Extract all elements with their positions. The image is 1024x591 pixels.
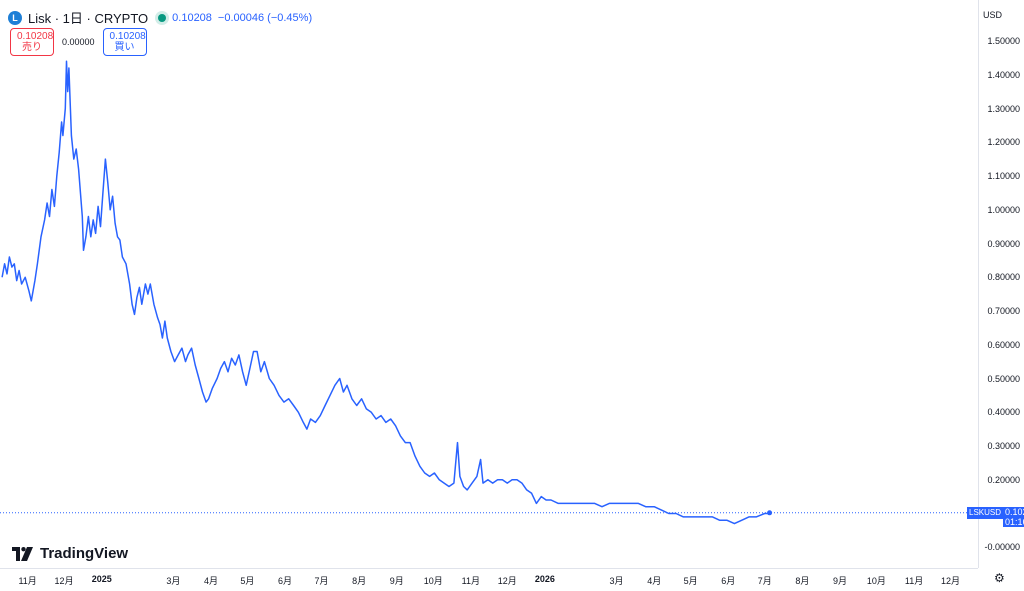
time-tick-label: 12月 [497, 576, 517, 586]
symbol-title[interactable]: Lisk · 1日 · CRYPTO [28, 11, 149, 26]
time-tick-label: 7月 [314, 576, 329, 586]
price-axis[interactable]: USD 1.50000 1.40000 1.30000 1.20000 1.10000 1… [978, 0, 1024, 568]
last-price: 0.10208 [172, 11, 212, 24]
price-tick-label: -0.00000 [984, 542, 1020, 553]
trade-buttons: 0.10208 売り 0.00000 0.10208 買い [10, 28, 147, 56]
time-tick-label: 3月 [166, 576, 181, 586]
time-tick-label: 12月 [940, 576, 961, 586]
last-price-ticker: LSKUSD [967, 507, 1004, 519]
price-tick-label: 0.40000 [987, 407, 1020, 418]
price-tick-label: 0.60000 [987, 339, 1020, 350]
time-tick-label: 10月 [423, 576, 443, 586]
time-tick-label: 8月 [352, 576, 367, 586]
chart-area[interactable]: L Lisk · 1日 · CRYPTO 0.10208 −0.00046 (−… [0, 0, 979, 568]
price-series-line [1, 60, 770, 525]
last-price-label: LSKUSD 0.10208 01:16:46 [967, 507, 1024, 527]
time-tick-label: 7月 [757, 576, 772, 586]
time-tick-label: 9月 [389, 576, 404, 586]
tradingview-logo-icon [12, 546, 33, 561]
sell-label: 売り [22, 42, 42, 53]
buy-label: 買い [114, 42, 135, 53]
price-tick-label: 1.00000 [987, 204, 1020, 215]
time-tick-label: 11月 [461, 576, 481, 586]
currency-label[interactable]: USD [983, 10, 1003, 20]
last-point-marker [767, 510, 773, 516]
price-tick-label: 1.10000 [987, 171, 1020, 181]
market-open-icon [158, 13, 167, 22]
sell-button[interactable]: 0.10208 売り [10, 28, 54, 56]
time-tick-label: 12月 [54, 576, 74, 586]
buy-button[interactable]: 0.10208 買い [102, 28, 147, 56]
brand-name: TradingView [40, 545, 129, 562]
time-tick-label: 4月 [203, 576, 219, 586]
spread-value: 0.00000 [62, 37, 95, 47]
price-tick-label: 0.30000 [987, 441, 1020, 451]
time-tick-label: 3月 [609, 576, 624, 586]
time-tick-label: 8月 [795, 576, 810, 586]
time-tick-label: 5月 [240, 576, 255, 586]
time-tick-label: 6月 [278, 576, 293, 586]
sell-price: 0.10208 [17, 31, 54, 42]
price-chart[interactable] [0, 0, 978, 568]
time-tick-label: 11月 [904, 576, 924, 586]
time-tick-label: 10月 [866, 576, 886, 586]
price-tick-label: 0.50000 [987, 373, 1020, 384]
time-tick-label: 6月 [721, 576, 736, 586]
time-tick-label: 11月 [18, 576, 37, 586]
chart-legend: L Lisk · 1日 · CRYPTO 0.10208 −0.00046 (−… [8, 8, 312, 27]
price-tick-label: 1.20000 [987, 137, 1020, 148]
time-axis[interactable]: 11月 12月 2025 3月 4月 5月 6月 7月 8月 9月 10月 11月 12月 2026 3月 4… [0, 568, 978, 591]
last-price-box: 0.10208 01:16:46 [1003, 507, 1024, 527]
price-change: −0.00046 (−0.45%) [217, 11, 313, 24]
gear-icon[interactable]: ⚙ [994, 571, 1005, 585]
tradingview-logo[interactable]: TradingView [12, 545, 128, 562]
price-tick-label: 0.80000 [987, 272, 1020, 283]
price-tick-label: 0.70000 [987, 306, 1020, 316]
buy-price: 0.10208 [109, 31, 146, 42]
price-tick-label: 0.90000 [987, 238, 1020, 249]
time-tick-label: 4月 [647, 576, 662, 586]
lisk-logo-icon: L [8, 10, 22, 25]
price-tick-label: 1.40000 [987, 69, 1020, 80]
time-tick-label: 9月 [832, 576, 848, 586]
time-tick-label: 5月 [683, 576, 698, 586]
bar-countdown: 01:16:46 [1005, 517, 1024, 527]
time-tick-label: 2026 [534, 574, 555, 584]
price-tick-label: 1.50000 [987, 36, 1020, 46]
time-tick-label: 2025 [91, 574, 112, 584]
price-tick-label: 0.20000 [987, 474, 1020, 485]
last-price-value: 0.10208 [1005, 507, 1024, 517]
price-tick-label: 1.30000 [987, 103, 1020, 114]
